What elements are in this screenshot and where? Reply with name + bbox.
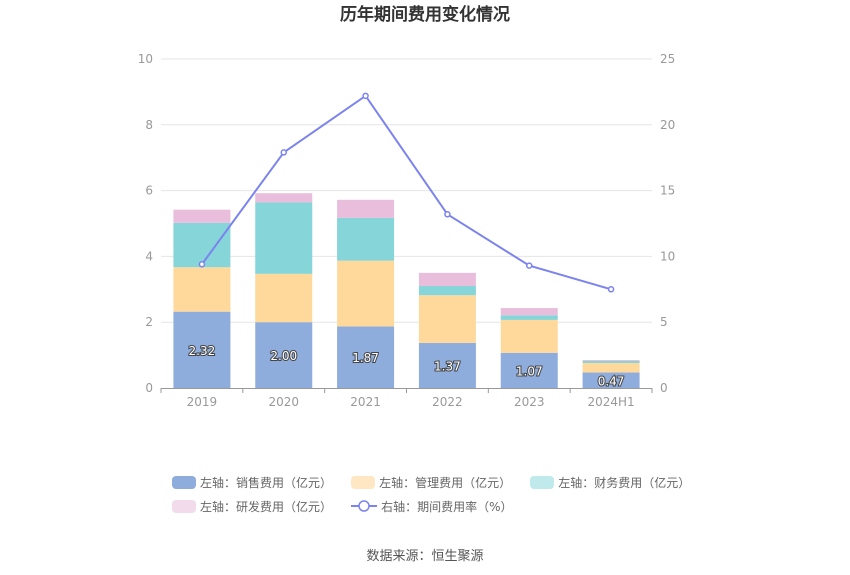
bar-labels: 2.32 2.00 1.87 1.37 1.07 0.47 (188, 343, 626, 389)
bar-segment (173, 267, 231, 312)
legend-label: 左轴：销售费用（亿元） (200, 475, 333, 490)
legend-item-rnd[interactable]: 左轴：研发费用（亿元） (172, 495, 332, 519)
bar-segment (500, 352, 558, 388)
legend-label: 左轴：财务费用（亿元） (558, 475, 691, 490)
legend-item-finance[interactable]: 左轴：财务费用（亿元） (530, 470, 690, 494)
bar-segment (418, 272, 476, 287)
rate-point (526, 262, 533, 269)
chart-title: 历年期间费用变化情况 (340, 4, 510, 25)
bars (173, 193, 640, 388)
bar-segment (500, 308, 558, 316)
bar-segment (418, 295, 476, 343)
source-note: 数据来源：恒生聚源 (366, 549, 484, 564)
rate-line-path (201, 94, 612, 291)
rate-point (198, 261, 206, 268)
bar-segment (173, 311, 231, 388)
bar-data-label: 1.37 (434, 359, 461, 373)
bar-data-label: 1.87 (352, 351, 379, 365)
y-left-tick-label: 6 (145, 184, 153, 198)
legend-item-sales[interactable]: 左轴：销售费用（亿元） (172, 470, 332, 494)
legend-swatch (172, 500, 196, 513)
legend-item-rate[interactable]: 右轴：期间费用率（%） (351, 494, 513, 518)
legend-item-admin[interactable]: 左轴：管理费用（亿元） (351, 470, 511, 494)
rate-point (444, 211, 451, 218)
bar-segment (418, 342, 476, 388)
y-left-tick-label: 2 (145, 315, 153, 329)
legend-label: 左轴：管理费用（亿元） (379, 475, 512, 490)
x-tick-label: 2024H1 (587, 395, 634, 409)
bar-segment (255, 193, 313, 203)
bar-segment (418, 286, 476, 296)
bar-segment (582, 360, 640, 362)
bar-segment (500, 319, 558, 353)
y-right-tick-label: 10 (660, 249, 675, 263)
legend-label: 右轴：期间费用率（%） (381, 499, 513, 514)
gridlines (161, 58, 652, 323)
legend-label: 左轴：研发费用（亿元） (200, 500, 333, 514)
bar-segment (582, 361, 640, 363)
y-left-tick-label: 8 (145, 118, 153, 132)
x-axis: 2019 2020 2021 2022 2023 2024H1 (160, 388, 653, 409)
rate-point (607, 286, 615, 293)
x-tick-label: 2023 (514, 395, 545, 409)
bar-segment (582, 372, 640, 388)
x-tick-label: 2020 (268, 395, 299, 409)
bar-data-label: 1.07 (516, 364, 543, 378)
bar-segment (337, 326, 395, 388)
rate-point (362, 92, 369, 100)
y-left-tick-label: 10 (138, 52, 153, 66)
bar-data-label: 0.47 (598, 374, 625, 388)
y-right-tick-label: 5 (660, 315, 668, 329)
bar-segment (173, 209, 231, 223)
y-right-tick-label: 0 (660, 381, 668, 395)
y-right-tick-label: 15 (660, 184, 675, 198)
rate-line (198, 92, 615, 293)
x-tick-label: 2021 (350, 395, 381, 409)
legend-swatch (172, 475, 196, 489)
legend-swatch (530, 475, 555, 489)
bar-segment (582, 362, 640, 373)
y-right-tick-label: 20 (660, 118, 675, 132)
bar-segment (255, 322, 313, 388)
legend-swatch (351, 475, 376, 489)
bar-segment (337, 217, 395, 261)
bar-segment (337, 260, 395, 327)
bar-segment (255, 273, 313, 323)
y-axis-right: 0 5 10 15 20 25 (660, 52, 675, 395)
legend-line-icon (351, 500, 378, 512)
rate-point (280, 149, 287, 156)
y-right-tick-label: 25 (660, 52, 675, 66)
bar-segment (500, 315, 558, 320)
bar-data-label: 2.00 (270, 349, 297, 363)
bar-data-label: 2.32 (189, 344, 216, 358)
y-left-tick-label: 0 (145, 381, 153, 395)
y-axis-left: 0 2 4 6 8 10 (138, 52, 153, 395)
x-tick-label: 2022 (432, 395, 463, 409)
y-left-tick-label: 4 (145, 249, 153, 263)
bar-segment (255, 202, 313, 274)
x-tick-label: 2019 (187, 395, 218, 409)
bar-segment (173, 222, 231, 268)
bar-segment (337, 199, 395, 218)
legend: 左轴：销售费用（亿元） 左轴：管理费用（亿元） 左轴：财务费用（亿元） 左轴：研… (172, 470, 732, 519)
